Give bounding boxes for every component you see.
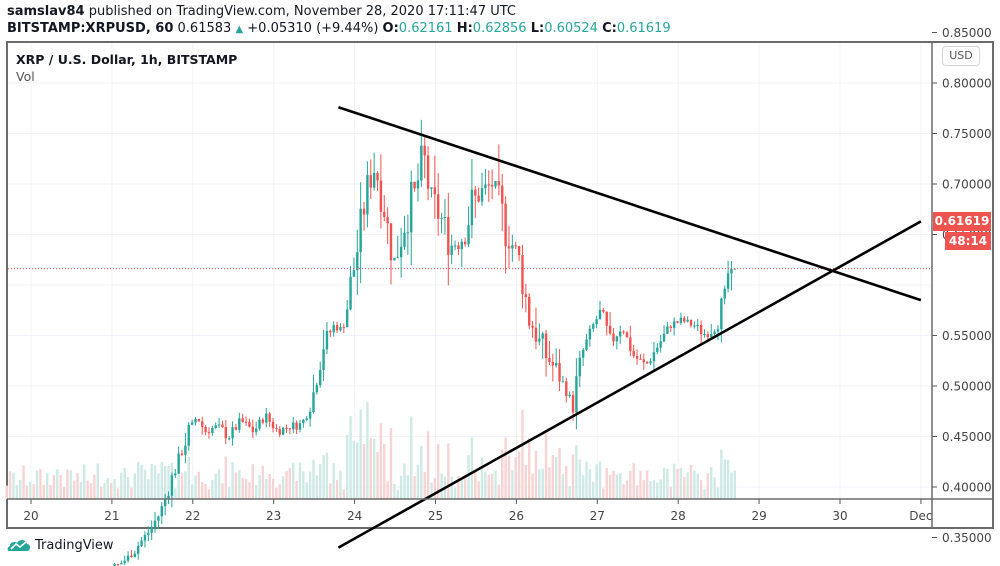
svg-text:30: 30 xyxy=(832,509,847,523)
low-value: 0.60524 xyxy=(544,21,598,36)
high-value: 0.62856 xyxy=(472,21,527,36)
svg-text:0.75000: 0.75000 xyxy=(942,127,992,141)
close-label: C: xyxy=(602,21,617,36)
svg-text:23: 23 xyxy=(266,509,281,523)
close-value: 0.61619 xyxy=(616,21,671,36)
last-price-label: 0.61619 xyxy=(933,212,991,231)
svg-text:24: 24 xyxy=(347,509,362,523)
ascending-support-trendline[interactable] xyxy=(337,220,922,549)
svg-text:0.35000: 0.35000 xyxy=(942,531,992,545)
trendlines[interactable] xyxy=(337,106,922,549)
svg-text:0.70000: 0.70000 xyxy=(942,178,992,192)
up-triangle-icon: ▲ xyxy=(235,24,244,35)
descending-resistance-trendline[interactable] xyxy=(338,106,922,302)
svg-text:25: 25 xyxy=(428,509,443,523)
svg-text:27: 27 xyxy=(590,509,605,523)
svg-text:20: 20 xyxy=(23,509,38,523)
open-value: 0.62161 xyxy=(398,21,453,36)
svg-text:0.45000: 0.45000 xyxy=(942,430,992,444)
svg-text:0.80000: 0.80000 xyxy=(942,77,992,91)
change-value: +0.05310 (+9.44%) xyxy=(247,21,379,36)
open-label: O: xyxy=(382,21,399,36)
svg-text:26: 26 xyxy=(509,509,524,523)
publish-info: samslav84 published on TradingView.com, … xyxy=(7,4,516,19)
published-text: published on TradingView.com, November 2… xyxy=(88,4,517,19)
series-title[interactable]: XRP / U.S. Dollar, 1h, BITSTAMP xyxy=(16,52,238,67)
bar-countdown: 48:14 xyxy=(945,232,991,250)
high-label: H: xyxy=(456,21,473,36)
symbol-label: BITSTAMP:XRPUSD, 60 xyxy=(7,21,174,36)
svg-text:29: 29 xyxy=(751,509,766,523)
svg-text:Dec: Dec xyxy=(909,509,932,523)
svg-text:0.55000: 0.55000 xyxy=(942,329,992,343)
chart-legend: XRP / U.S. Dollar, 1h, BITSTAMP Vol xyxy=(16,52,237,84)
tradingview-cloud-icon xyxy=(7,540,30,551)
grid-lines xyxy=(8,43,932,499)
candlesticks xyxy=(113,119,737,566)
last-value: 0.61583 xyxy=(177,21,232,36)
svg-text:28: 28 xyxy=(671,509,686,523)
symbol-info-line: BITSTAMP:XRPUSD, 60 0.61583 ▲ +0.05310 (… xyxy=(7,21,671,36)
currency-badge[interactable]: USD xyxy=(942,46,980,66)
publisher-name[interactable]: samslav84 xyxy=(7,4,85,19)
svg-text:21: 21 xyxy=(104,509,119,523)
low-label: L: xyxy=(530,21,545,36)
tradingview-logo[interactable]: TradingView xyxy=(7,537,114,553)
volume-label[interactable]: Vol xyxy=(16,69,35,84)
svg-text:0.85000: 0.85000 xyxy=(942,26,992,40)
svg-text:0.50000: 0.50000 xyxy=(942,380,992,394)
svg-text:22: 22 xyxy=(185,509,200,523)
brand-name: TradingView xyxy=(35,537,114,553)
svg-text:0.40000: 0.40000 xyxy=(942,481,992,495)
volume-bars xyxy=(5,401,737,499)
